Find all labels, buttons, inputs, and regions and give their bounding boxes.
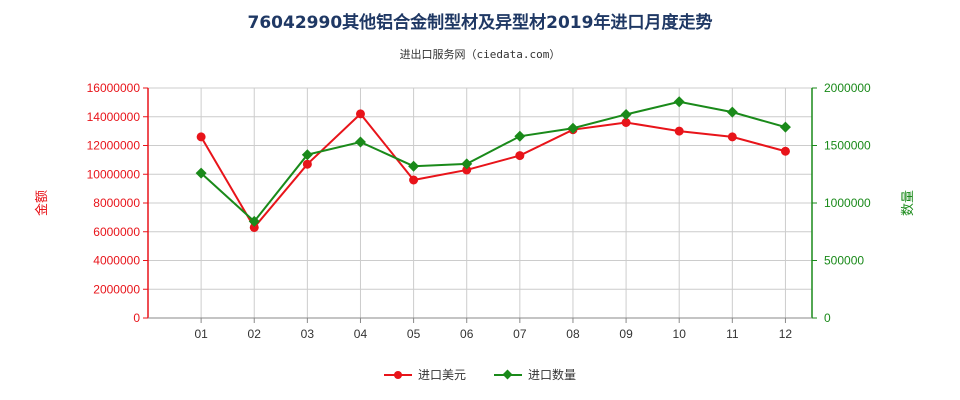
data-point-series-2	[514, 130, 526, 142]
left-tick-label: 0	[133, 311, 140, 325]
x-tick-label: 05	[407, 327, 421, 341]
data-point-series-1	[674, 126, 684, 136]
x-tick-label: 06	[460, 327, 474, 341]
left-tick-label: 2000000	[93, 282, 140, 296]
left-tick-label: 10000000	[87, 167, 141, 181]
right-axis-title: 数量	[901, 190, 916, 216]
data-point-series-1	[621, 118, 631, 127]
data-point-series-2	[408, 160, 420, 172]
left-tick-label: 8000000	[93, 196, 140, 210]
x-tick-label: 08	[566, 327, 580, 341]
right-tick-label: 1000000	[824, 196, 871, 210]
left-tick-label: 6000000	[93, 225, 140, 239]
x-tick-label: 04	[354, 327, 368, 341]
right-tick-label: 0	[824, 311, 831, 325]
data-point-series-2	[461, 158, 473, 170]
data-point-series-1	[249, 222, 259, 232]
data-point-series-1	[780, 146, 790, 156]
left-tick-label: 12000000	[87, 139, 141, 153]
data-point-series-1	[727, 132, 737, 142]
left-tick-label: 4000000	[93, 254, 140, 268]
chart-legend: 进口美元 进口数量	[0, 366, 960, 383]
data-point-series-2	[354, 136, 366, 148]
legend-item-amount: 进口美元	[383, 366, 466, 383]
x-tick-label: 09	[619, 327, 633, 341]
left-tick-label: 16000000	[87, 81, 141, 95]
legend-swatch-amount	[383, 370, 412, 380]
x-tick-label: 11	[726, 327, 739, 341]
chart-title: 76042990其他铝合金制型材及异型材2019年进口月度走势	[247, 13, 713, 33]
data-point-series-1	[462, 165, 472, 175]
x-tick-label: 02	[248, 327, 262, 341]
x-tick-label: 12	[779, 327, 793, 341]
left-tick-label: 14000000	[87, 110, 141, 124]
right-tick-label: 500000	[824, 254, 864, 268]
right-tick-label: 2000000	[824, 81, 871, 95]
data-point-series-2	[567, 122, 579, 134]
legend-label-quantity: 进口数量	[528, 368, 577, 382]
legend-item-quantity: 进口数量	[494, 366, 576, 383]
series-line-2	[200, 100, 786, 223]
data-point-series-2	[195, 167, 207, 179]
data-point-series-2	[673, 96, 685, 108]
left-axis-title: 金额	[34, 190, 50, 216]
data-point-series-1	[409, 175, 419, 185]
data-point-series-2	[301, 149, 313, 161]
chart-subtitle: 进出口服务网（ciedata.com）	[399, 48, 561, 61]
x-tick-label: 03	[301, 327, 315, 341]
data-point-series-2	[620, 108, 632, 120]
legend-swatch-quantity	[494, 369, 522, 380]
data-point-series-1	[515, 151, 525, 161]
data-point-series-2	[779, 121, 791, 133]
data-point-series-1	[355, 109, 365, 119]
data-point-series-2	[248, 215, 260, 227]
data-point-series-1	[196, 132, 206, 142]
x-tick-label: 01	[194, 327, 208, 341]
data-point-series-2	[726, 106, 738, 118]
x-tick-label: 10	[673, 327, 687, 341]
data-point-series-1	[302, 159, 312, 169]
legend-label-amount: 进口美元	[417, 368, 466, 382]
series-line-1	[200, 112, 786, 230]
x-tick-label: 07	[513, 327, 527, 341]
right-tick-label: 1500000	[824, 139, 871, 153]
